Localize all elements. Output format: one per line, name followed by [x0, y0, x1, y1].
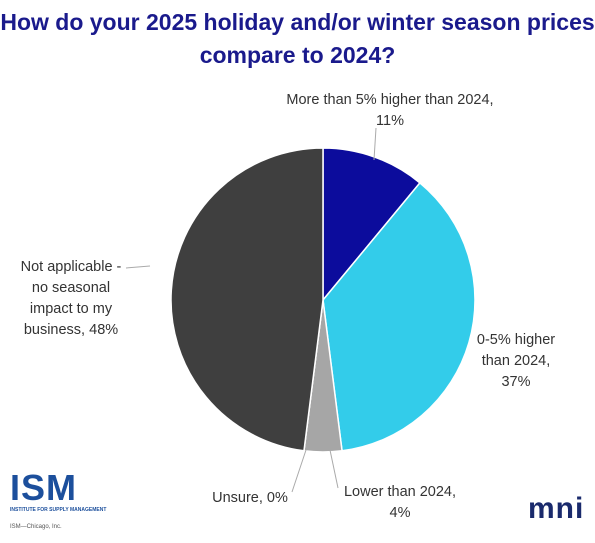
ism-logo: ISM INSTITUTE FOR SUPPLY MANAGEMENT ISM—… — [10, 467, 107, 531]
leader-line — [125, 265, 151, 269]
leader-lines — [125, 127, 377, 493]
value-label: 0% — [266, 490, 288, 506]
mni-logo: mni — [528, 492, 585, 525]
category-label: 0-5% higher than 2024, — [476, 332, 556, 369]
value-label: 11% — [376, 113, 404, 129]
category-label: Not applicable - no seasonal impact to m… — [20, 259, 122, 338]
value-label: 48% — [89, 322, 119, 338]
slice-label: Lower than 2024, 4% — [325, 482, 475, 524]
logo-text: INSTITUTE FOR SUPPLY MANAGEMENT — [10, 507, 107, 513]
leader-line — [291, 449, 307, 493]
pie-slice — [322, 181, 476, 452]
category-label: More than 5% higher than 2024, — [286, 92, 494, 108]
slice-label: More than 5% higher than 2024, 11% — [250, 90, 530, 132]
value-label: 4% — [389, 505, 411, 521]
category-label: Unsure, — [212, 490, 263, 506]
leader-line — [373, 127, 377, 161]
logo-text: ISM — [10, 467, 78, 508]
slice-label: Not applicable - no seasonal impact to m… — [12, 257, 130, 341]
value-label: 37% — [501, 374, 531, 390]
chart-title: How do your 2025 holiday and/or winter s… — [0, 9, 595, 68]
pie-slice — [170, 147, 324, 452]
slice-label: 0-5% higher than 2024, 37% — [468, 330, 564, 393]
leader-line — [329, 449, 339, 489]
category-label: Lower than 2024, — [343, 484, 457, 500]
slice-label: Unsure, 0% — [190, 488, 310, 509]
pie — [170, 147, 476, 453]
logo-text: ISM—Chicago, Inc. — [10, 524, 62, 530]
